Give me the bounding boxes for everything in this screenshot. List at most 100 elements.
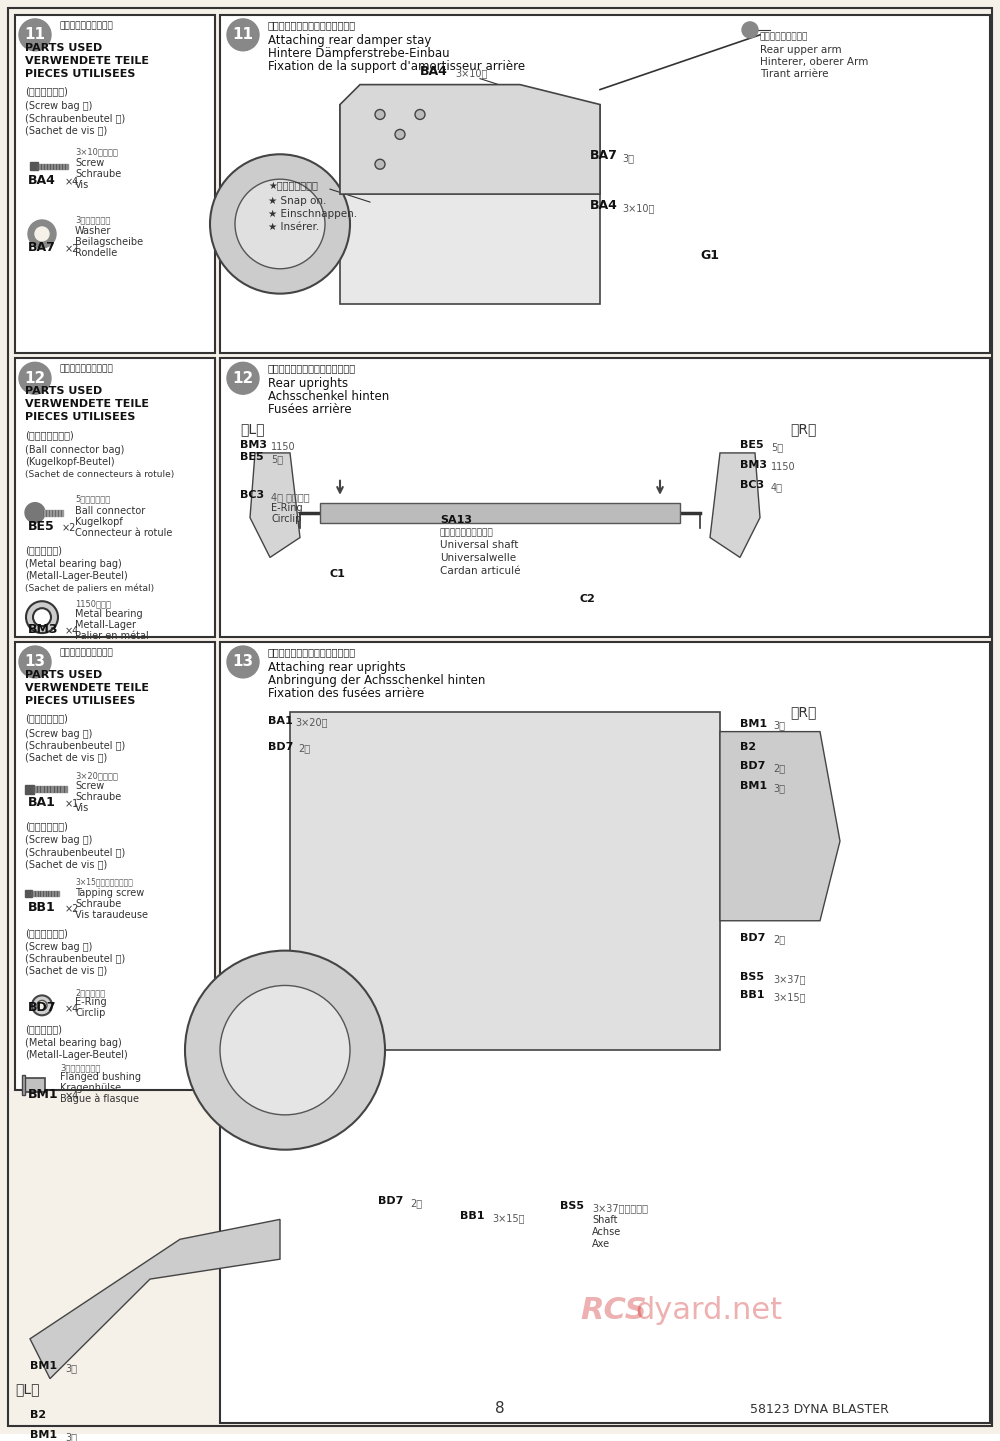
Text: Schraube: Schraube [75,899,121,909]
Text: PIECES UTILISEES: PIECES UTILISEES [25,69,135,79]
Circle shape [227,362,259,395]
Text: 「リヤアップライトのくみたて」: 「リヤアップライトのくみたて」 [268,363,356,373]
Text: (Screw bag Ⓑ): (Screw bag Ⓑ) [25,836,92,844]
Text: PARTS USED: PARTS USED [25,386,102,396]
Bar [22,1075,25,1095]
Text: (メタル袋詰): (メタル袋詰) [25,546,62,555]
Text: BE5: BE5 [240,452,264,463]
Text: Achsschenkel hinten: Achsschenkel hinten [268,391,389,403]
Text: 8: 8 [495,1402,505,1417]
Text: (Schraubenbeutel Ⓒ): (Schraubenbeutel Ⓒ) [25,954,125,964]
Text: 11: 11 [24,27,46,42]
Text: Schraube: Schraube [75,793,121,803]
Text: 3×10㎜丸ビス: 3×10㎜丸ビス [75,147,118,156]
Text: ×1: ×1 [65,800,79,810]
Circle shape [26,601,58,633]
Text: 3㎜: 3㎜ [773,784,785,794]
Text: 2㎜: 2㎜ [298,744,310,754]
Text: 「使用する小物金具」: 「使用する小物金具」 [60,648,114,657]
Text: 58123 DYNA BLASTER: 58123 DYNA BLASTER [750,1404,889,1417]
Text: ★ Snap on.: ★ Snap on. [268,196,326,206]
Text: ×4: ×4 [65,625,79,635]
Text: (Schraubenbeutel Ⓑ): (Schraubenbeutel Ⓑ) [25,847,125,857]
Text: B2: B2 [30,1411,46,1421]
Text: ×2: ×2 [65,244,79,254]
Circle shape [395,130,405,140]
Circle shape [33,608,51,625]
Text: BD7: BD7 [268,742,293,752]
Text: 1150: 1150 [271,442,296,452]
Circle shape [220,986,350,1115]
Text: BM1: BM1 [28,1088,59,1101]
Text: 3×10㎜: 3×10㎜ [455,69,487,79]
Text: (Screw bag Ⓐ): (Screw bag Ⓐ) [25,729,92,739]
Text: Tapping screw: Tapping screw [75,888,144,898]
Text: 2㎜: 2㎜ [773,935,785,945]
Text: Connecteur à rotule: Connecteur à rotule [75,527,172,537]
Text: BM1: BM1 [30,1360,57,1370]
Text: (ビス袋詰　Ⓐ): (ビス袋詰 Ⓐ) [25,86,68,97]
Circle shape [415,110,425,120]
Circle shape [25,503,45,523]
Text: 12: 12 [232,370,254,386]
Text: 1150: 1150 [771,461,796,471]
Circle shape [37,1000,47,1010]
Text: E-Ring: E-Ring [271,503,303,513]
Text: 3㎜: 3㎜ [65,1432,77,1441]
Text: ×4: ×4 [65,1091,79,1101]
Text: Metall-Lager: Metall-Lager [75,620,136,630]
Text: 3×15㎜タッピングビス: 3×15㎜タッピングビス [75,878,133,886]
Text: (Sachet de vis Ⓐ): (Sachet de vis Ⓐ) [25,752,107,762]
Text: Screw: Screw [75,781,104,791]
Text: BA4: BA4 [28,174,56,187]
Text: Kragenhülse: Kragenhülse [60,1084,121,1092]
Bar [220,643,990,1424]
Text: 2㎜エリング: 2㎜エリング [75,989,105,997]
Text: BE5: BE5 [740,440,764,450]
Text: BM3: BM3 [28,623,58,635]
Text: Circlip: Circlip [75,1009,105,1019]
Text: (Sachet de vis Ⓑ): (Sachet de vis Ⓑ) [25,859,107,869]
Polygon shape [710,452,760,558]
Circle shape [185,951,385,1150]
Text: (Sachet de paliers en métal): (Sachet de paliers en métal) [25,584,154,594]
Circle shape [19,19,51,50]
Text: Schraube: Schraube [75,169,121,179]
Text: VERWENDETE TEILE: VERWENDETE TEILE [25,56,149,66]
Text: (Schraubenbeutel Ⓐ): (Schraubenbeutel Ⓐ) [25,741,125,751]
Text: (Sachet de vis Ⓒ): (Sachet de vis Ⓒ) [25,965,107,976]
Text: 4㎜: 4㎜ [771,481,783,491]
Text: 1150メタル: 1150メタル [75,599,111,608]
Text: （R）: （R） [790,706,816,719]
Text: BD7: BD7 [378,1196,403,1206]
Circle shape [375,160,385,169]
Text: 3×10㎜: 3×10㎜ [622,203,654,213]
Text: Rondelle: Rondelle [75,248,117,258]
Text: Vis taraudeuse: Vis taraudeuse [75,909,148,919]
Circle shape [742,22,758,37]
Circle shape [28,220,56,248]
Text: ×4: ×4 [65,177,79,187]
Polygon shape [340,85,600,195]
Text: 11: 11 [232,27,254,42]
Text: Universal shaft: Universal shaft [440,540,518,550]
Text: 3×37㎜シャフト: 3×37㎜シャフト [592,1203,648,1213]
Text: BA1: BA1 [28,797,56,810]
Bar [340,105,600,304]
Text: BB1: BB1 [740,990,765,1000]
Text: 3×37㎜: 3×37㎜ [773,974,806,984]
Text: 12: 12 [24,370,46,386]
Circle shape [227,646,259,677]
Text: BA4: BA4 [590,199,618,212]
Text: 2㎜: 2㎜ [410,1199,422,1209]
Text: (Metall-Lager-Beutel): (Metall-Lager-Beutel) [25,571,128,581]
Circle shape [210,154,350,294]
Text: BE5: BE5 [28,520,55,533]
Text: BM3: BM3 [240,440,267,450]
Circle shape [19,646,51,677]
Text: Anbringung der Achsschenkel hinten: Anbringung der Achsschenkel hinten [268,674,485,687]
Text: G1: G1 [700,249,719,262]
Text: Achse: Achse [592,1228,621,1238]
Text: ×2: ×2 [65,904,79,914]
Text: BA7: BA7 [28,241,56,254]
